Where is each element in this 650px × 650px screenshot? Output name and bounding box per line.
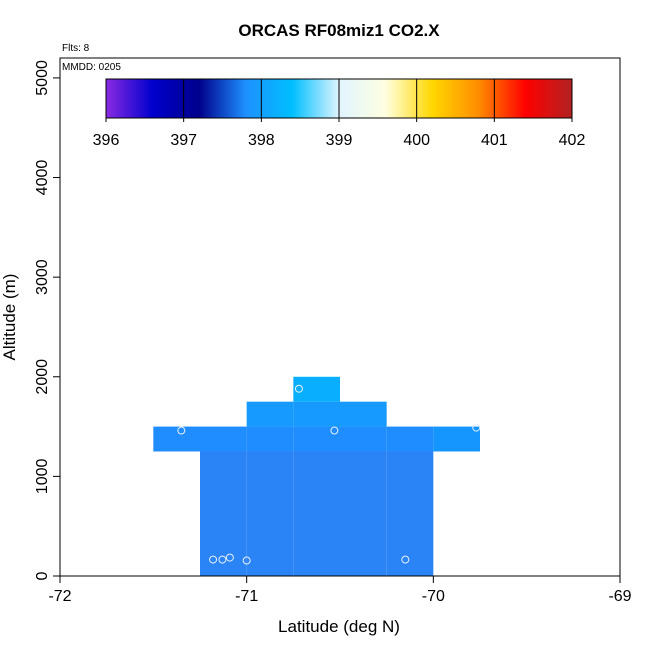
x-tick-label: -71 bbox=[235, 588, 258, 605]
heatmap-cell bbox=[200, 451, 247, 576]
y-tick-label: 5000 bbox=[34, 60, 51, 96]
heatmap-cell bbox=[293, 401, 340, 427]
heatmap-cell bbox=[293, 426, 340, 452]
heatmap-cell bbox=[386, 426, 434, 452]
y-tick-label: 1000 bbox=[34, 458, 51, 494]
heatmap-cell bbox=[153, 426, 200, 452]
y-tick-label: 4000 bbox=[34, 160, 51, 196]
heatmap-cell bbox=[246, 401, 294, 427]
flight-point bbox=[294, 384, 303, 393]
colorbar-tick-label: 397 bbox=[170, 132, 197, 149]
x-tick-label: -69 bbox=[608, 588, 631, 605]
colorbar-tick-label: 398 bbox=[248, 132, 275, 149]
colorbar-tick-label: 402 bbox=[559, 132, 586, 149]
flights-label: Flts: 8 bbox=[62, 43, 90, 54]
x-tick-label: -72 bbox=[48, 588, 71, 605]
colorbar-tick-label: 401 bbox=[481, 132, 508, 149]
heatmap-cell bbox=[200, 426, 247, 452]
flight-point bbox=[225, 553, 234, 562]
colorbar-tick-label: 399 bbox=[326, 132, 353, 149]
y-tick-label: 2000 bbox=[34, 359, 51, 395]
heatmap-cells bbox=[153, 376, 480, 576]
colorbar-tick-label: 396 bbox=[93, 132, 120, 149]
flight-points bbox=[177, 384, 481, 565]
heatmap-cell bbox=[246, 451, 294, 576]
flight-point bbox=[218, 555, 227, 564]
flight-point bbox=[330, 426, 339, 435]
flight-point bbox=[242, 556, 251, 565]
flight-point bbox=[401, 555, 410, 564]
x-axis: -72 -71 -70 -69 bbox=[48, 575, 632, 605]
heatmap-cell bbox=[340, 426, 387, 452]
colorbar: 396 397 398 399 400 401 402 bbox=[93, 78, 586, 149]
heatmap-cell bbox=[293, 451, 340, 576]
chart-title: ORCAS RF08miz1 CO2.X bbox=[238, 21, 440, 40]
heatmap-cell bbox=[246, 426, 294, 452]
flight-point bbox=[472, 423, 481, 432]
y-axis-label: Altitude (m) bbox=[0, 274, 19, 361]
y-tick-label: 3000 bbox=[34, 259, 51, 295]
y-axis: 0 1000 2000 3000 4000 5000 bbox=[34, 60, 61, 580]
heatmap-cell bbox=[340, 401, 387, 427]
x-tick-label: -70 bbox=[422, 588, 445, 605]
y-tick-label: 0 bbox=[34, 571, 51, 580]
date-label: MMDD: 0205 bbox=[62, 62, 121, 73]
colorbar-tick-label: 400 bbox=[403, 132, 430, 149]
heatmap-cell bbox=[293, 376, 340, 402]
flight-point bbox=[177, 426, 186, 435]
flight-point bbox=[209, 555, 218, 564]
heatmap-cell bbox=[340, 451, 387, 576]
heatmap-cell bbox=[433, 426, 480, 452]
heatmap-cell bbox=[386, 451, 434, 576]
x-axis-label: Latitude (deg N) bbox=[278, 617, 400, 636]
